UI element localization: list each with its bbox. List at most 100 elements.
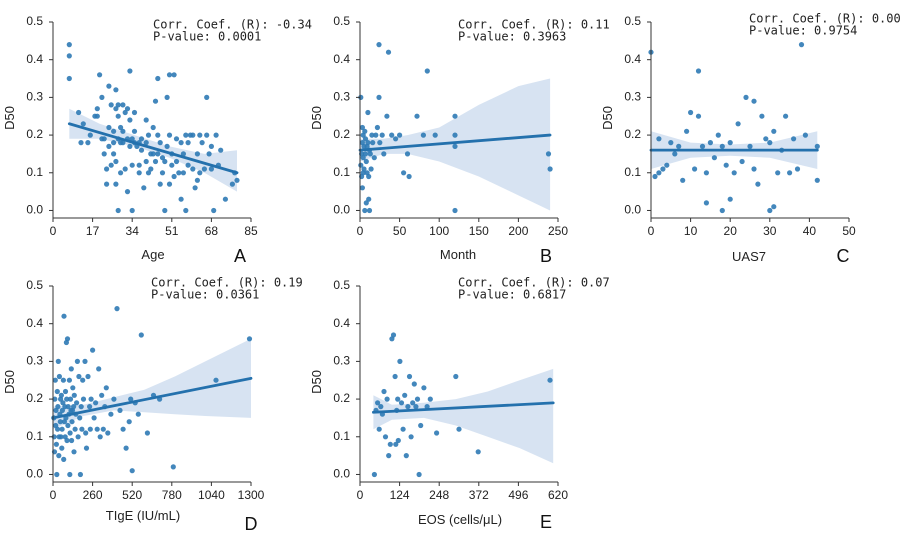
x-tick-label: 100: [429, 224, 449, 238]
data-point: [676, 143, 682, 149]
data-point: [145, 132, 152, 138]
data-point: [197, 132, 203, 138]
data-point: [410, 400, 416, 406]
x-axis-label: UAS7: [732, 249, 766, 264]
data-point: [656, 170, 662, 176]
panel-label: B: [540, 246, 552, 266]
data-point: [176, 170, 182, 176]
data-point: [123, 445, 129, 451]
data-point: [418, 422, 424, 429]
data-point: [727, 140, 733, 146]
y-axis-label: D50: [309, 370, 324, 394]
data-point: [150, 124, 156, 131]
data-point: [377, 140, 383, 146]
data-point: [365, 140, 371, 146]
y-tick-label: 0.3: [624, 90, 641, 104]
data-point: [113, 158, 119, 165]
data-point: [70, 385, 76, 391]
panel-e: 0.0 0.1 0.2 0.3 0.4 0.5 0 124 248 372 496 620 Corr.…: [309, 276, 610, 533]
data-point: [180, 151, 186, 157]
data-point: [408, 434, 414, 440]
data-point: [387, 441, 393, 447]
axes: 0.0 0.1 0.2 0.3 0.4 0.5 0 50 100 150 200 250: [333, 14, 568, 238]
p-value-label: P-value: 0.0001: [153, 30, 261, 44]
data-point: [105, 430, 111, 436]
data-point: [152, 158, 159, 165]
data-point: [183, 207, 189, 214]
data-point: [106, 83, 112, 89]
data-point: [61, 313, 67, 319]
p-value-label: P-value: 0.9754: [749, 24, 857, 38]
data-point: [118, 124, 124, 131]
data-point: [138, 136, 145, 142]
data-point: [99, 392, 105, 398]
data-point: [100, 426, 106, 432]
x-tick-label: 248: [429, 488, 449, 502]
data-point: [127, 68, 133, 74]
data-point: [120, 102, 126, 108]
data-point: [246, 336, 253, 342]
data-point: [376, 42, 382, 48]
data-point: [74, 358, 80, 364]
data-point: [374, 124, 380, 131]
data-point: [192, 185, 198, 191]
x-axis-label: Month: [440, 247, 476, 262]
data-point: [376, 94, 382, 100]
data-point: [111, 396, 117, 402]
data-point: [360, 155, 366, 161]
data-point: [413, 404, 419, 410]
data-point: [373, 132, 379, 138]
data-point: [138, 147, 145, 153]
data-point: [366, 196, 372, 202]
data-point: [101, 136, 107, 142]
data-point: [166, 72, 173, 78]
data-point: [371, 155, 377, 161]
data-point: [122, 109, 128, 116]
data-point: [386, 453, 392, 459]
p-value-label: P-value: 0.0361: [151, 288, 259, 302]
data-point: [190, 132, 196, 138]
data-point: [113, 87, 119, 93]
data-point: [96, 366, 102, 372]
data-point: [64, 336, 71, 342]
data-point: [365, 109, 371, 116]
data-point: [155, 75, 161, 82]
data-point: [366, 173, 372, 180]
x-tick-label: 260: [83, 488, 103, 502]
data-point: [155, 151, 161, 157]
y-tick-label: 0.1: [333, 165, 350, 179]
x-tick-label: 0: [357, 224, 364, 238]
y-tick-label: 0.2: [26, 127, 43, 141]
x-tick-label: 372: [469, 488, 489, 502]
data-point: [771, 128, 777, 134]
data-point: [400, 426, 406, 432]
data-point: [78, 404, 84, 410]
x-tick-label: 0: [648, 224, 655, 238]
data-point: [67, 430, 73, 436]
data-point: [692, 166, 698, 172]
data-point: [695, 68, 702, 74]
data-point: [452, 132, 458, 138]
data-point: [405, 404, 411, 410]
p-value-label: P-value: 0.6817: [458, 288, 566, 302]
data-point: [55, 404, 61, 410]
x-tick-label: 85: [244, 224, 258, 238]
x-tick-label: 51: [165, 224, 179, 238]
data-point: [71, 449, 77, 455]
y-tick-label: 0.0: [624, 203, 641, 217]
data-point: [735, 121, 741, 127]
data-point: [111, 140, 117, 146]
data-point: [171, 173, 177, 180]
data-point: [91, 415, 97, 421]
confidence-band: [69, 108, 237, 192]
data-point: [197, 170, 203, 176]
data-point: [136, 170, 142, 176]
data-point: [69, 437, 75, 444]
y-tick-label: 0.5: [333, 278, 350, 292]
y-axis-label: D50: [2, 370, 17, 394]
data-point: [60, 377, 66, 383]
data-point: [369, 132, 375, 138]
data-point: [359, 124, 365, 131]
data-point: [55, 358, 61, 364]
data-point: [403, 453, 409, 459]
